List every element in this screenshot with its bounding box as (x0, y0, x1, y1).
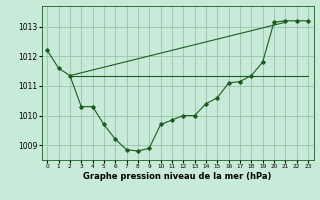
X-axis label: Graphe pression niveau de la mer (hPa): Graphe pression niveau de la mer (hPa) (84, 172, 272, 181)
